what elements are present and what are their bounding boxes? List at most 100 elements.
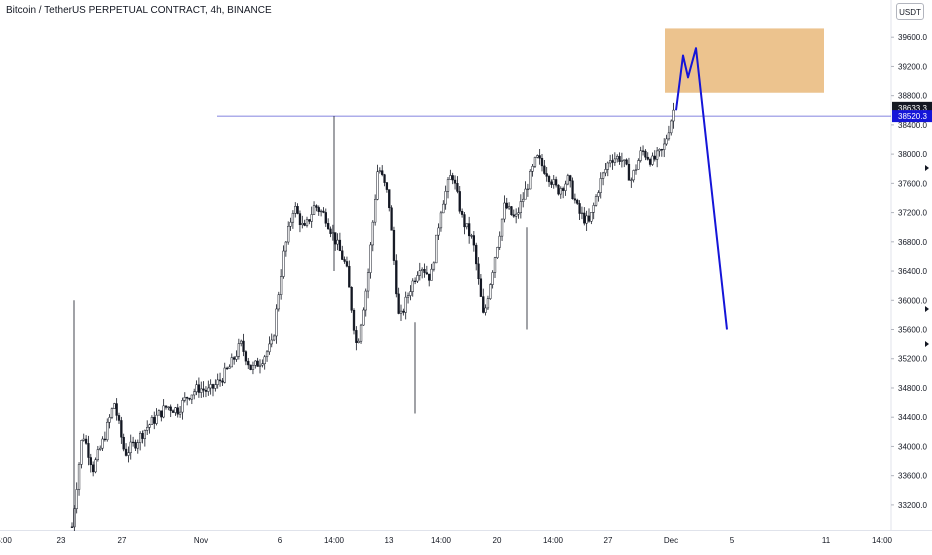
candle-body	[160, 410, 163, 418]
projection-path[interactable]	[675, 47, 728, 330]
target-zone-box[interactable]	[665, 28, 824, 93]
candle-body	[515, 213, 518, 217]
candle-body	[397, 293, 400, 314]
candle-body	[538, 155, 541, 159]
candle-body	[526, 188, 530, 191]
candle-body	[430, 268, 433, 281]
quote-currency-button[interactable]: USDT	[896, 3, 924, 20]
price-tick-label: 36800.0	[898, 238, 927, 247]
candle-body	[169, 406, 172, 411]
time-tick-label: 14:00	[431, 536, 452, 545]
candle-body	[211, 384, 215, 389]
candle-body	[381, 170, 384, 175]
candle-body	[606, 162, 609, 170]
candle-body	[129, 441, 132, 453]
candle-body	[569, 175, 572, 182]
candle-body	[157, 410, 161, 416]
candle-body	[364, 290, 367, 311]
candle-body	[383, 174, 386, 183]
candle-body	[139, 433, 142, 443]
candle-body	[352, 310, 356, 331]
candle-body	[371, 221, 374, 246]
candle-body	[613, 158, 617, 163]
candle-body	[77, 464, 81, 490]
candle-body	[303, 223, 306, 226]
candle-body	[388, 189, 391, 209]
candle-body	[359, 324, 363, 342]
candle-body	[604, 169, 607, 174]
candle-body	[272, 335, 276, 341]
candle-body	[84, 438, 88, 444]
candle-body	[531, 166, 534, 172]
candle-body	[127, 452, 130, 456]
candle-body	[87, 443, 90, 458]
time-tick-label: 20	[493, 536, 502, 545]
price-tick-label: 39600.0	[898, 33, 927, 42]
candle-body	[390, 207, 393, 231]
candle-body	[141, 433, 144, 439]
candle-body	[442, 203, 445, 214]
candle-body	[554, 179, 558, 186]
candle-body	[305, 219, 309, 226]
candle-body	[672, 109, 675, 122]
price-tick-label: 36000.0	[898, 296, 927, 305]
candle-body	[319, 210, 323, 213]
candle-body	[566, 175, 570, 185]
candle-body	[616, 156, 619, 160]
candle-body	[500, 218, 504, 237]
candle-body	[418, 270, 421, 276]
candle-body	[214, 384, 217, 389]
candle-body	[263, 356, 266, 364]
price-tick-label: 33200.0	[898, 501, 927, 510]
price-tick-label: 34400.0	[898, 413, 927, 422]
candle-body	[75, 489, 78, 509]
candle-body	[106, 421, 109, 441]
candle-body	[585, 215, 588, 224]
level-price-label: 38520.3	[898, 112, 927, 121]
candle-body	[496, 247, 499, 258]
candle-body	[376, 171, 379, 200]
price-tick-label: 38000.0	[898, 150, 927, 159]
candle-body	[573, 198, 577, 201]
candle-body	[465, 223, 468, 228]
candle-body	[564, 183, 567, 191]
candle-body	[171, 410, 175, 413]
candle-body	[221, 380, 224, 383]
candle-body	[174, 407, 177, 413]
candle-body	[411, 280, 414, 292]
candle-body	[122, 436, 125, 450]
candle-body	[392, 230, 396, 261]
candle-body	[117, 415, 121, 421]
time-tick-label: 11	[822, 536, 831, 545]
candle-body	[291, 213, 295, 223]
candle-body	[265, 351, 269, 358]
candle-body	[562, 188, 565, 191]
candle-body	[223, 367, 226, 383]
price-tick-label: 36400.0	[898, 267, 927, 276]
candle-body	[611, 160, 614, 163]
time-tick-label: 5:00	[0, 536, 12, 545]
candle-body	[540, 158, 544, 167]
candle-body	[124, 448, 128, 456]
candle-body	[451, 175, 454, 181]
candle-body	[162, 405, 165, 418]
candle-body	[552, 179, 555, 185]
candle-body	[656, 150, 659, 160]
time-tick-label: Dec	[664, 536, 678, 545]
candle-body	[592, 205, 595, 213]
candle-body	[519, 201, 523, 213]
candle-body	[533, 157, 537, 167]
candle-body	[475, 244, 478, 265]
candle-body	[399, 310, 403, 314]
candle-body	[362, 309, 365, 326]
candle-body	[406, 295, 410, 298]
price-tick-label: 37600.0	[898, 179, 927, 188]
candlestick-series	[70, 102, 675, 532]
time-tick-label: 14:00	[872, 536, 893, 545]
candle-body	[308, 219, 311, 222]
time-tick-label: Nov	[194, 536, 208, 545]
candle-body	[435, 234, 438, 264]
price-tick-label: 38800.0	[898, 92, 927, 101]
